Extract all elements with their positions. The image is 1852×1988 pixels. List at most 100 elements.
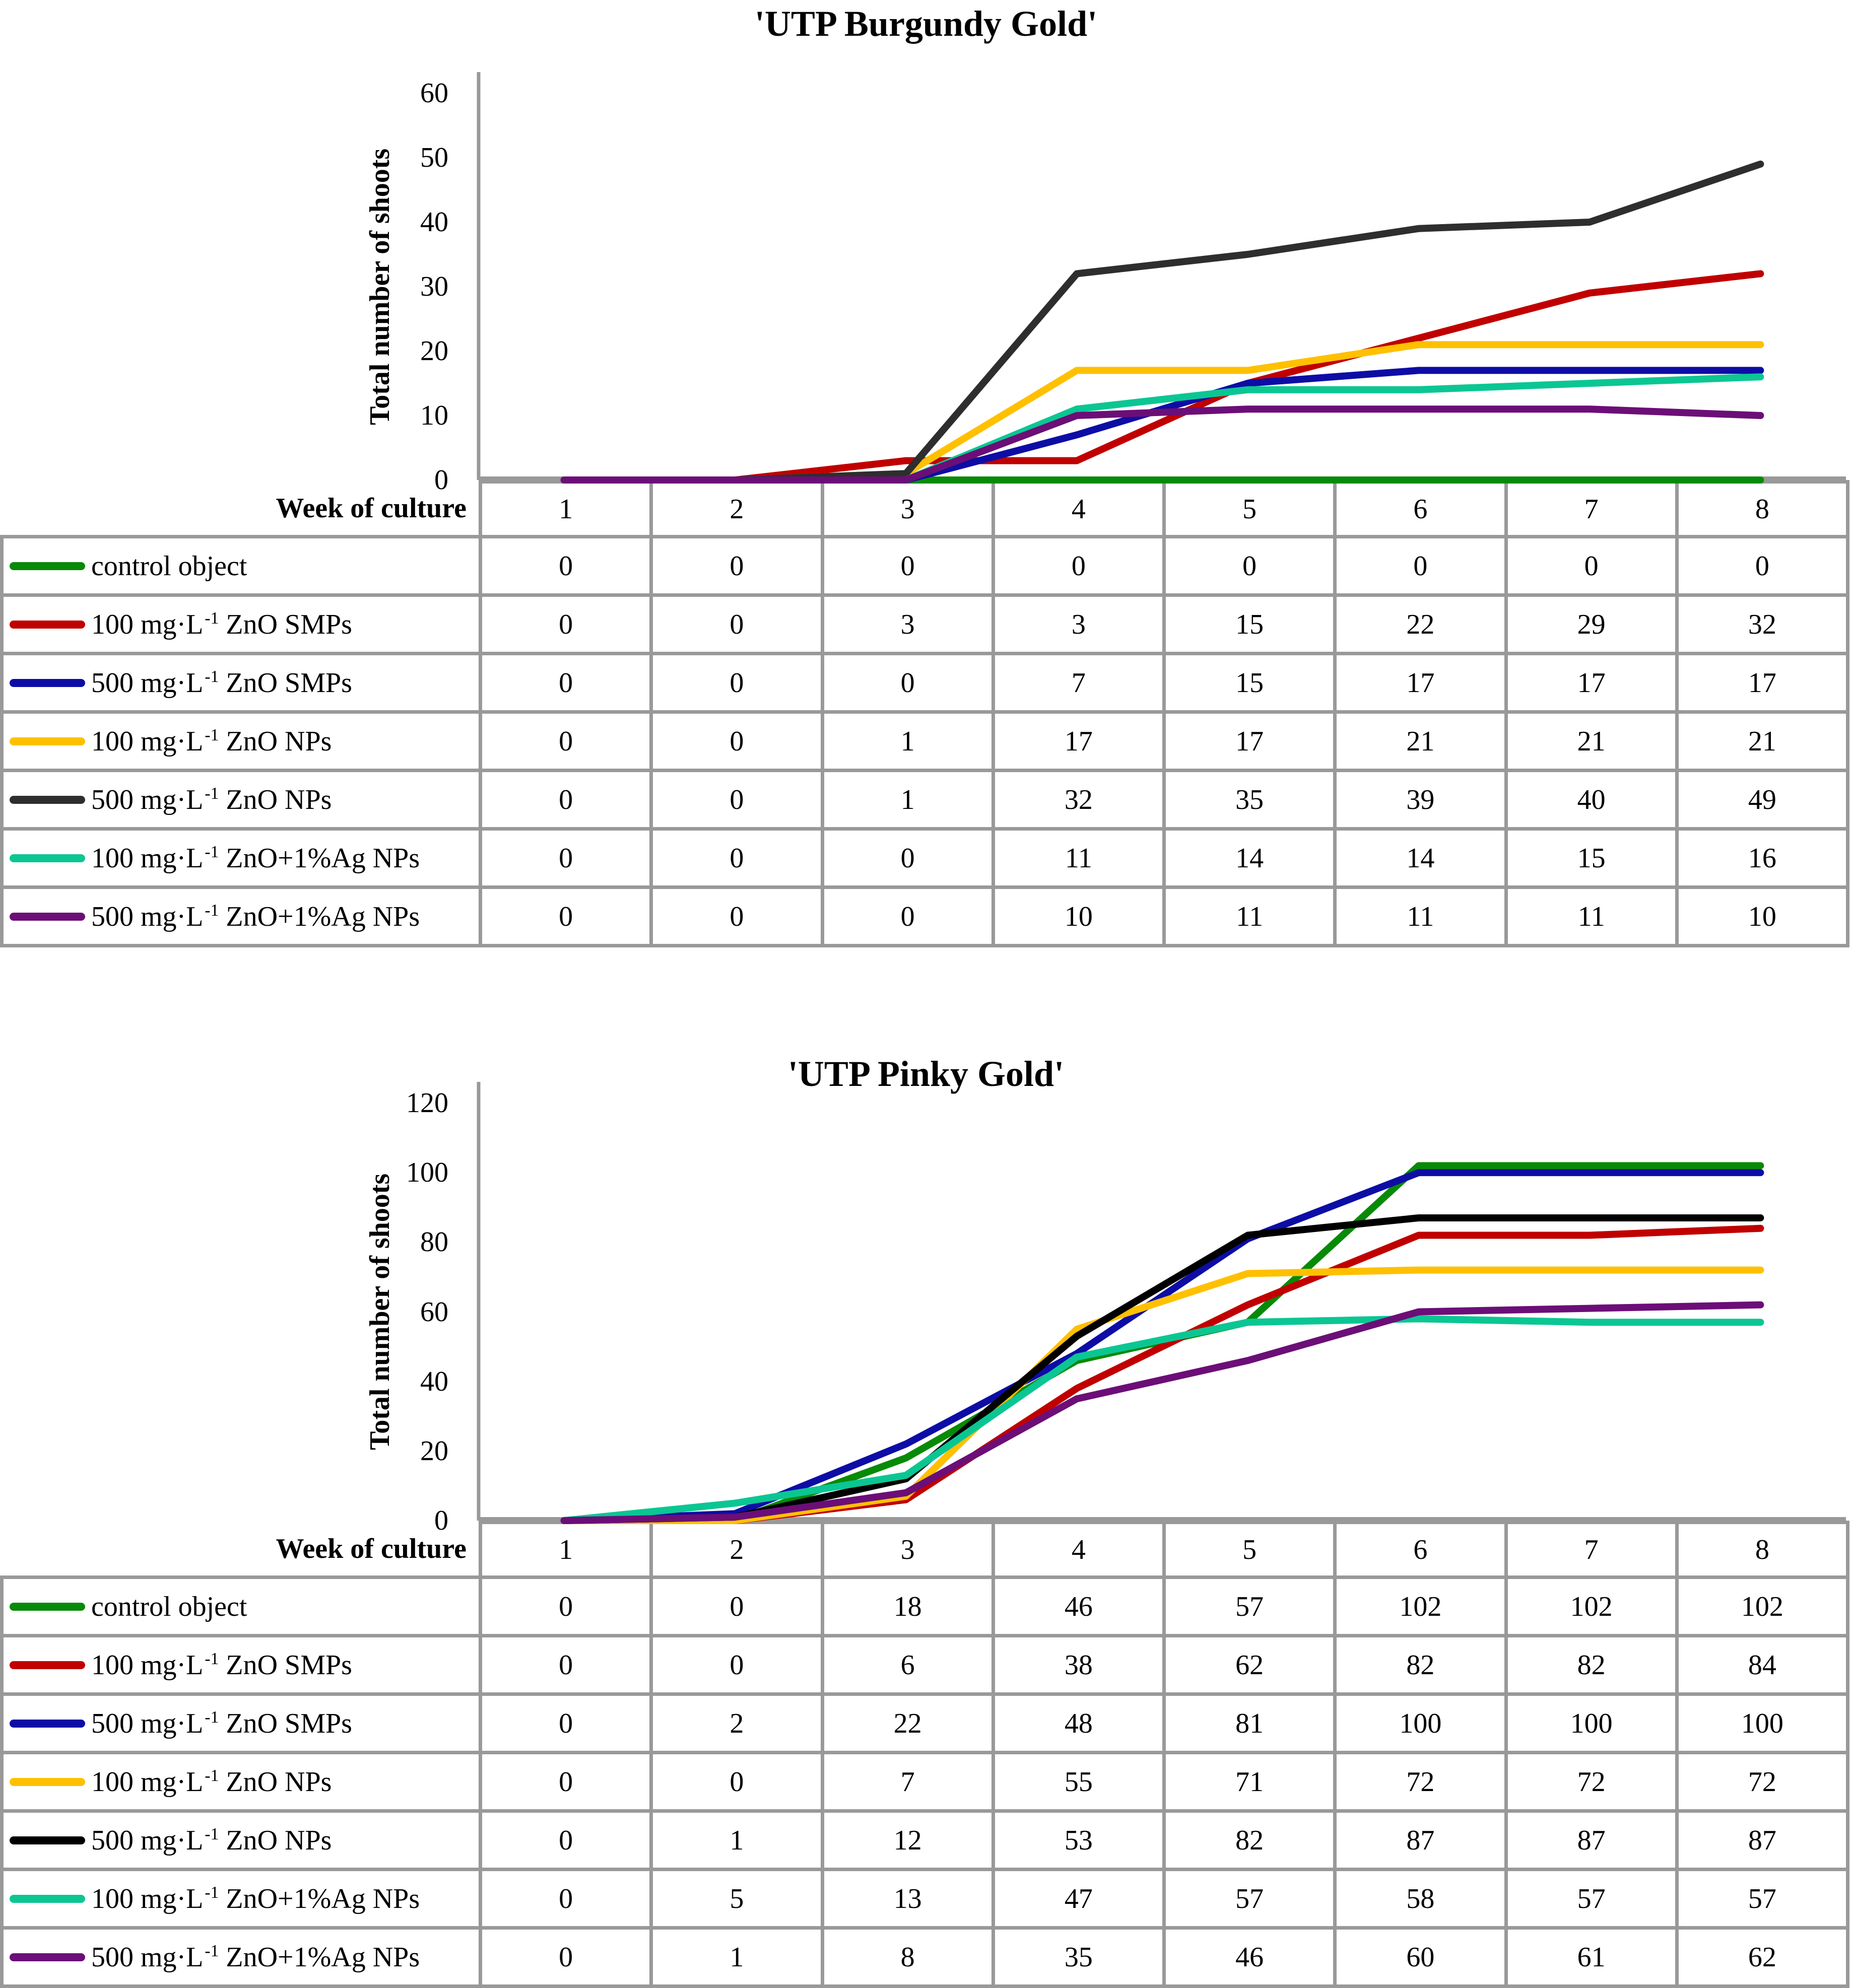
value-cell: 61 bbox=[1504, 1926, 1679, 1988]
value-cell: 0 bbox=[991, 535, 1166, 597]
value-cell: 47 bbox=[991, 1868, 1166, 1930]
axis-lines bbox=[477, 72, 1846, 480]
table-row: 500 mg·L-1 ZnO SMPs 0 2 22 48 81 100 100 100 bbox=[0, 1692, 1850, 1754]
value-cell: 0 bbox=[1162, 535, 1337, 597]
value-cell: 0 bbox=[820, 885, 995, 947]
value-cell: 11 bbox=[1162, 885, 1337, 947]
value-cell: 81 bbox=[1162, 1692, 1337, 1754]
value-cell: 17 bbox=[991, 710, 1166, 772]
y-axis-ticks: 0 20 40 60 80 100 120 bbox=[322, 1039, 448, 1955]
value-cell: 0 bbox=[478, 885, 653, 947]
series-line bbox=[560, 367, 1764, 484]
series-line bbox=[560, 1266, 1764, 1524]
series-label: 500 mg·L-1 ZnO SMPs bbox=[91, 1707, 352, 1739]
y-axis-tick: 50 bbox=[420, 142, 448, 173]
series-label: 100 mg·L-1 ZnO SMPs bbox=[91, 1649, 352, 1681]
line-chart bbox=[477, 72, 1846, 484]
value-cell: 102 bbox=[1504, 1575, 1679, 1637]
table-row: control object 0 0 18 46 57 102 102 102 bbox=[0, 1575, 1850, 1637]
series-legend-cell: 500 mg·L-1 ZnO SMPs bbox=[0, 652, 482, 714]
value-cell: 3 bbox=[991, 593, 1166, 655]
value-cell: 100 bbox=[1333, 1692, 1508, 1754]
week-of-culture-header: Week of culture bbox=[2, 482, 482, 537]
value-cell: 35 bbox=[991, 1926, 1166, 1988]
table-row: 100 mg·L-1 ZnO NPs 0 0 1 17 17 21 21 21 bbox=[0, 710, 1850, 772]
value-cell: 102 bbox=[1333, 1575, 1508, 1637]
y-axis-tick: 30 bbox=[420, 271, 448, 302]
series-label: 500 mg·L-1 ZnO NPs bbox=[91, 1824, 332, 1856]
week-header: 4 bbox=[991, 480, 1166, 538]
y-axis-tick: 80 bbox=[420, 1226, 448, 1258]
value-cell: 17 bbox=[1504, 652, 1679, 714]
value-cell: 29 bbox=[1504, 593, 1679, 655]
value-cell: 21 bbox=[1333, 710, 1508, 772]
y-axis-ticks: 0 10 20 30 40 50 60 bbox=[322, 0, 448, 915]
y-axis-tick: 60 bbox=[420, 1296, 448, 1328]
value-cell: 72 bbox=[1333, 1751, 1508, 1813]
y-axis-tick: 0 bbox=[434, 1505, 448, 1536]
value-cell: 1 bbox=[649, 1926, 824, 1988]
value-cell: 0 bbox=[478, 827, 653, 889]
value-cell: 18 bbox=[820, 1575, 995, 1637]
value-cell: 87 bbox=[1675, 1809, 1850, 1871]
y-axis-tick: 10 bbox=[420, 400, 448, 431]
series-label: 100 mg·L-1 ZnO SMPs bbox=[91, 608, 352, 640]
table-row: control object 0 0 0 0 0 0 0 0 bbox=[0, 535, 1850, 597]
series-legend-cell: 100 mg·L-1 ZnO NPs bbox=[0, 710, 482, 772]
legend-line-swatch bbox=[10, 737, 85, 745]
value-cell: 55 bbox=[991, 1751, 1166, 1813]
week-header: 5 bbox=[1162, 1521, 1337, 1579]
value-cell: 17 bbox=[1333, 652, 1508, 714]
legend-line-swatch bbox=[10, 620, 85, 629]
series-label: 100 mg·L-1 ZnO+1%Ag NPs bbox=[91, 1883, 420, 1914]
value-cell: 82 bbox=[1333, 1634, 1508, 1696]
value-cell: 0 bbox=[820, 827, 995, 889]
legend-line-swatch bbox=[10, 1661, 85, 1669]
y-axis-tick: 60 bbox=[420, 78, 448, 109]
series-line bbox=[560, 1214, 1764, 1524]
legend-line-swatch bbox=[10, 854, 85, 862]
value-cell: 0 bbox=[649, 1575, 824, 1637]
table-row: 100 mg·L-1 ZnO+1%Ag NPs 0 0 0 11 14 14 15 16 bbox=[0, 827, 1850, 889]
series-label: 500 mg·L-1 ZnO NPs bbox=[91, 784, 332, 815]
y-axis-tick: 0 bbox=[434, 464, 448, 496]
value-cell: 0 bbox=[649, 710, 824, 772]
y-axis-tick: 20 bbox=[420, 1435, 448, 1467]
value-cell: 0 bbox=[1333, 535, 1508, 597]
legend-line-swatch bbox=[10, 1894, 85, 1903]
value-cell: 5 bbox=[649, 1868, 824, 1930]
axis-lines bbox=[477, 1082, 1846, 1521]
value-cell: 72 bbox=[1504, 1751, 1679, 1813]
table-row: 100 mg·L-1 ZnO SMPs 0 0 3 3 15 22 29 32 bbox=[0, 593, 1850, 655]
value-cell: 82 bbox=[1162, 1809, 1337, 1871]
value-cell: 7 bbox=[991, 652, 1166, 714]
value-cell: 7 bbox=[820, 1751, 995, 1813]
series-legend-cell: 500 mg·L-1 ZnO NPs bbox=[0, 1809, 482, 1871]
series-label: 500 mg·L-1 ZnO SMPs bbox=[91, 667, 352, 699]
value-cell: 57 bbox=[1504, 1868, 1679, 1930]
value-cell: 11 bbox=[1504, 885, 1679, 947]
value-cell: 57 bbox=[1162, 1575, 1337, 1637]
value-cell: 0 bbox=[478, 1692, 653, 1754]
series-legend-cell: 100 mg·L-1 ZnO NPs bbox=[0, 1751, 482, 1813]
legend-line-swatch bbox=[10, 1777, 85, 1786]
value-cell: 15 bbox=[1162, 593, 1337, 655]
series-legend-cell: 100 mg·L-1 ZnO SMPs bbox=[0, 1634, 482, 1696]
series-line bbox=[560, 1169, 1764, 1524]
value-cell: 15 bbox=[1504, 827, 1679, 889]
y-axis-tick: 120 bbox=[406, 1087, 448, 1119]
chart-panel-utp-burgundy-gold: 'UTP Burgundy Gold' Total number of shoo… bbox=[0, 0, 1852, 947]
series-legend-cell: control object bbox=[0, 1575, 482, 1637]
chart-title: 'UTP Pinky Gold' bbox=[787, 1054, 1065, 1094]
value-cell: 11 bbox=[991, 827, 1166, 889]
value-cell: 58 bbox=[1333, 1868, 1508, 1930]
series-line bbox=[560, 160, 1764, 484]
series-label: 100 mg·L-1 ZnO NPs bbox=[91, 1766, 332, 1798]
table-row: 500 mg·L-1 ZnO+1%Ag NPs 0 0 0 10 11 11 11 10 bbox=[0, 885, 1850, 947]
value-cell: 100 bbox=[1675, 1692, 1850, 1754]
week-header: 1 bbox=[478, 1521, 653, 1579]
value-cell: 0 bbox=[820, 535, 995, 597]
week-header: 6 bbox=[1333, 480, 1508, 538]
